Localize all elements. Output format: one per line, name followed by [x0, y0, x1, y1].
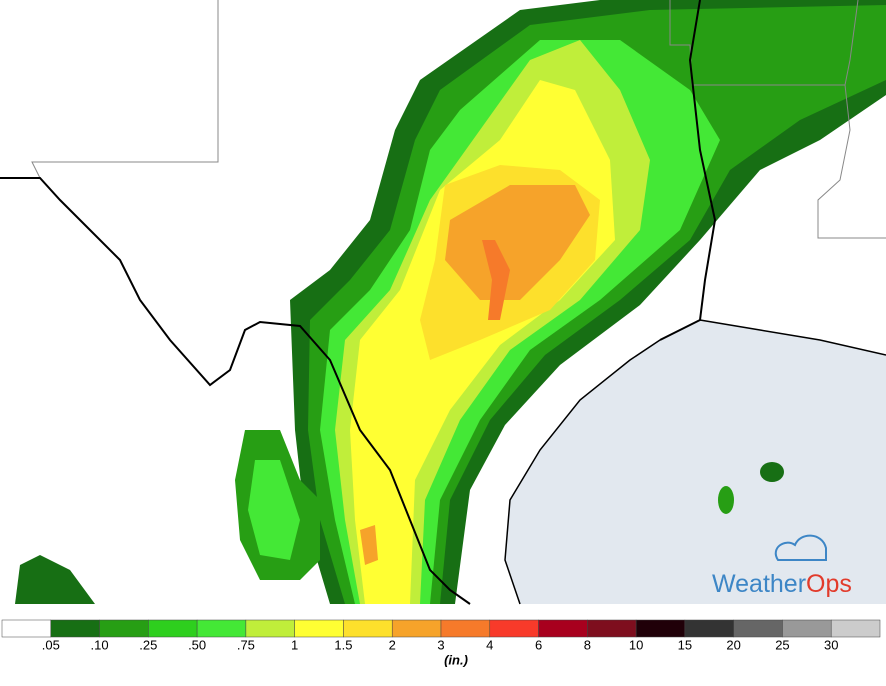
precip-band [15, 555, 95, 604]
legend-swatch [245, 619, 295, 638]
logo: WeatherOps [712, 534, 852, 598]
legend-swatch [196, 619, 247, 638]
map: WeatherOps [0, 0, 886, 605]
precip-band [360, 525, 378, 565]
logo-text: WeatherOps [712, 570, 852, 598]
legend-swatch [635, 619, 686, 638]
coastline [504, 319, 886, 605]
gulf [505, 320, 886, 604]
legend-label: 3 [437, 637, 444, 652]
legend-label: .25 [139, 637, 157, 652]
legend-label: 20 [726, 637, 740, 652]
legend-swatch [148, 619, 198, 638]
precip-band [482, 240, 510, 320]
legend-swatch [782, 619, 832, 638]
legend-label: .50 [188, 637, 206, 652]
legend-label: .10 [91, 637, 109, 652]
legend-swatch [538, 619, 588, 638]
legend-label: 2 [389, 637, 396, 652]
legend-label: 4 [486, 637, 493, 652]
legend-swatch [587, 619, 637, 638]
legend-label: 25 [775, 637, 789, 652]
logo-text-2: Ops [806, 570, 852, 598]
legend-swatch [440, 619, 491, 638]
legend-swatch [50, 619, 100, 638]
legend-label: 8 [584, 637, 591, 652]
legend-swatch [733, 619, 783, 638]
legend-swatch [1, 619, 52, 638]
legend-unit: (in.) [444, 652, 468, 667]
legend-label: 1.5 [334, 637, 352, 652]
logo-text-1: Weather [712, 570, 806, 598]
precip-band [445, 185, 590, 300]
legend-swatch [99, 619, 149, 638]
legend: .05 .10 .25 .50 .75 1 1.5 2 3 4 6 8 10 15 20 25 30 [1, 619, 881, 652]
legend-swatch [684, 619, 734, 638]
legend-swatch [391, 619, 442, 638]
legend-label: 10 [629, 637, 643, 652]
legend-swatch [294, 619, 344, 638]
legend-label: 30 [824, 637, 838, 652]
legend-label: 1 [291, 637, 298, 652]
precip-cell [760, 462, 784, 482]
logo-icon [774, 534, 827, 561]
legend-label: .05 [42, 637, 60, 652]
legend-swatch [489, 619, 539, 638]
legend-label: 15 [678, 637, 692, 652]
precip-band [248, 460, 300, 560]
legend-label: 6 [535, 637, 542, 652]
legend-label: .75 [237, 637, 255, 652]
legend-swatch [343, 619, 393, 638]
legend-swatch [830, 619, 881, 638]
precip-cell [718, 486, 734, 514]
